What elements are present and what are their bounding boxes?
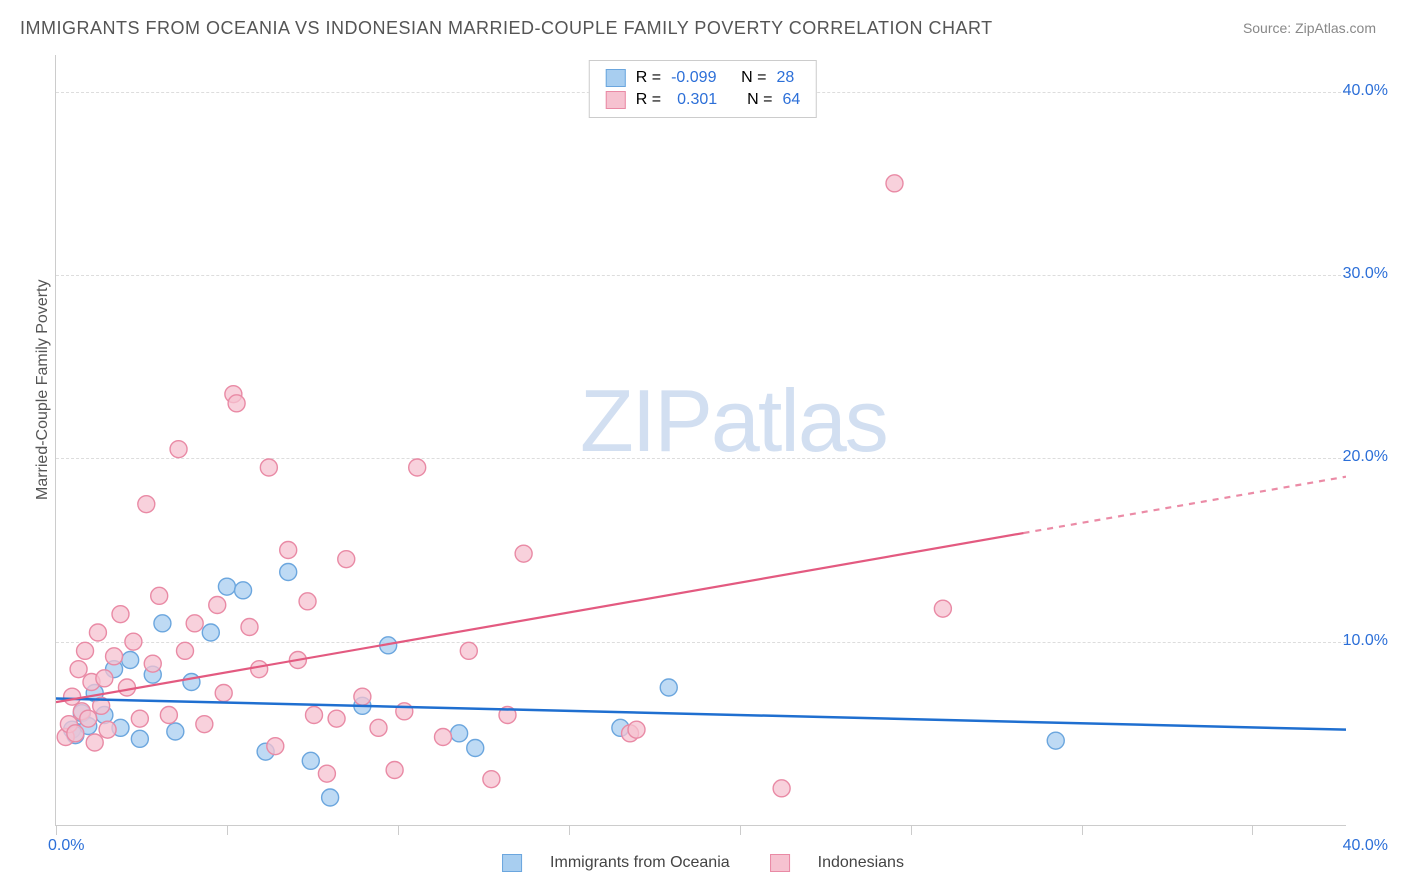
x-tick: [227, 825, 228, 835]
n-label: N =: [741, 69, 766, 87]
x-tick: [1252, 825, 1253, 835]
scatter-svg: [56, 55, 1346, 825]
source-label: Source: ZipAtlas.com: [1243, 20, 1376, 36]
r-label: R =: [636, 91, 661, 109]
r-value-a: -0.099: [671, 69, 731, 87]
legend-swatch-indonesian: [606, 91, 626, 109]
legend-row-b: R = 0.301 N = 64: [606, 89, 800, 111]
y-tick-label: 30.0%: [1343, 265, 1388, 283]
legend-bottom: Immigrants from Oceania Indonesians: [502, 854, 904, 872]
x-tick: [740, 825, 741, 835]
x-tick: [1082, 825, 1083, 835]
legend-row-a: R = -0.099 N = 28: [606, 67, 800, 89]
x-tick: [56, 825, 57, 835]
x-min-label: 0.0%: [48, 837, 84, 855]
x-tick: [569, 825, 570, 835]
x-max-label: 40.0%: [1343, 837, 1388, 855]
y-tick-label: 40.0%: [1343, 82, 1388, 100]
legend-top-box: R = -0.099 N = 28 R = 0.301 N = 64: [589, 60, 817, 118]
y-axis-label: Married-Couple Family Poverty: [34, 279, 52, 500]
chart-title: IMMIGRANTS FROM OCEANIA VS INDONESIAN MA…: [20, 18, 993, 39]
n-value-a: 28: [776, 69, 794, 87]
y-tick-label: 10.0%: [1343, 632, 1388, 650]
legend-swatch-oceania: [606, 69, 626, 87]
y-tick-label: 20.0%: [1343, 448, 1388, 466]
x-tick: [911, 825, 912, 835]
chart-plot-area: [55, 55, 1346, 826]
r-label: R =: [636, 69, 661, 87]
n-label: N =: [747, 91, 772, 109]
x-tick: [398, 825, 399, 835]
legend-swatch-oceania-btm: [502, 854, 522, 872]
n-value-b: 64: [782, 91, 800, 109]
legend-swatch-indonesian-btm: [770, 854, 790, 872]
legend-label-b: Indonesians: [818, 854, 904, 872]
r-value-b: 0.301: [671, 91, 737, 109]
legend-label-a: Immigrants from Oceania: [550, 854, 730, 872]
